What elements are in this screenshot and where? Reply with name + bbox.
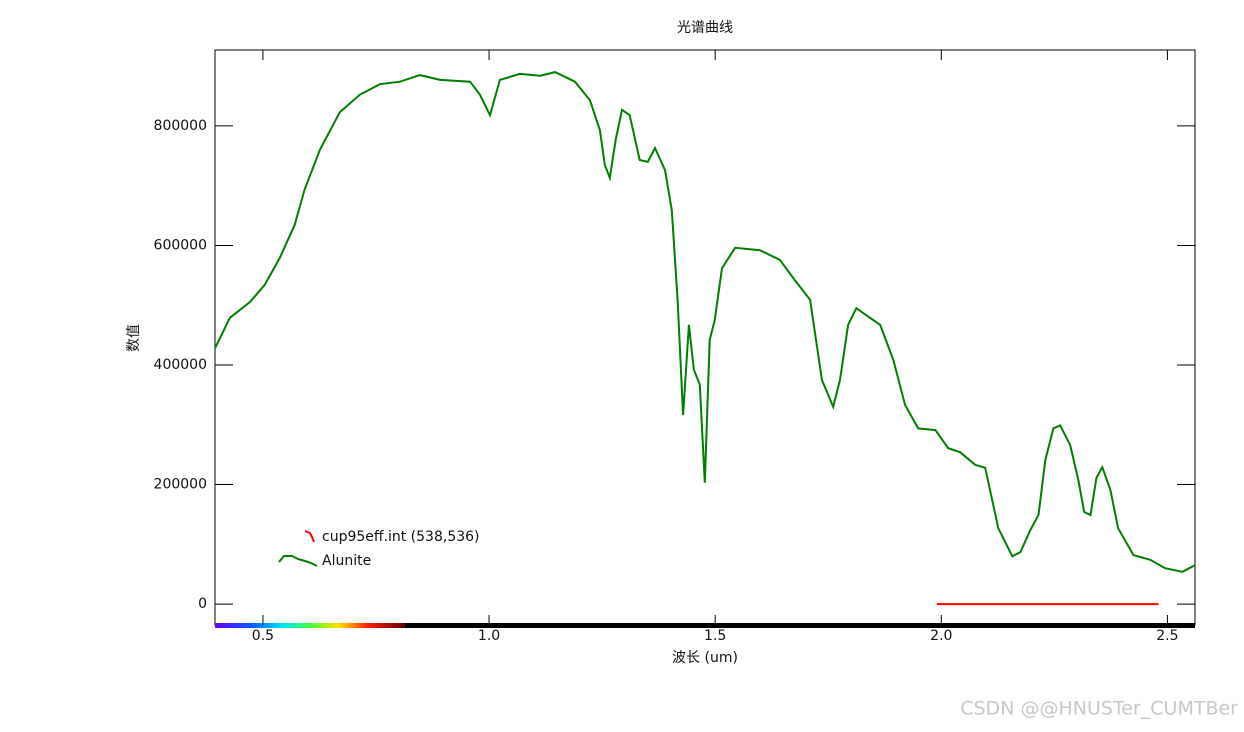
series-line: [214, 71, 1196, 573]
color-band: [215, 623, 1195, 628]
x-tick-label: 2.5: [1156, 628, 1178, 644]
color-band-rainbow: [215, 623, 405, 628]
legend-label: Alunite: [322, 553, 371, 569]
y-tick-label: 800000: [154, 118, 207, 134]
y-axis-label: 数值: [126, 324, 142, 352]
chart-title: 光谱曲线: [677, 20, 733, 36]
x-tick-label: 1.0: [478, 628, 500, 644]
y-tick-label: 200000: [154, 477, 207, 493]
x-tick-label: 2.0: [930, 628, 952, 644]
y-tick-label: 600000: [154, 237, 207, 253]
x-tick-label: 1.5: [704, 628, 726, 644]
x-tick-label: 0.5: [252, 628, 274, 644]
legend-swatch: [304, 530, 315, 543]
legend-swatch: [278, 555, 318, 567]
x-axis-label: 波长 (um): [672, 650, 738, 666]
watermark: CSDN @@HNUSTer_CUMTBer: [960, 698, 1238, 720]
y-tick-label: 400000: [154, 357, 207, 373]
y-tick-label: 0: [198, 596, 207, 612]
legend-label: cup95eff.int (538,536): [322, 529, 480, 545]
